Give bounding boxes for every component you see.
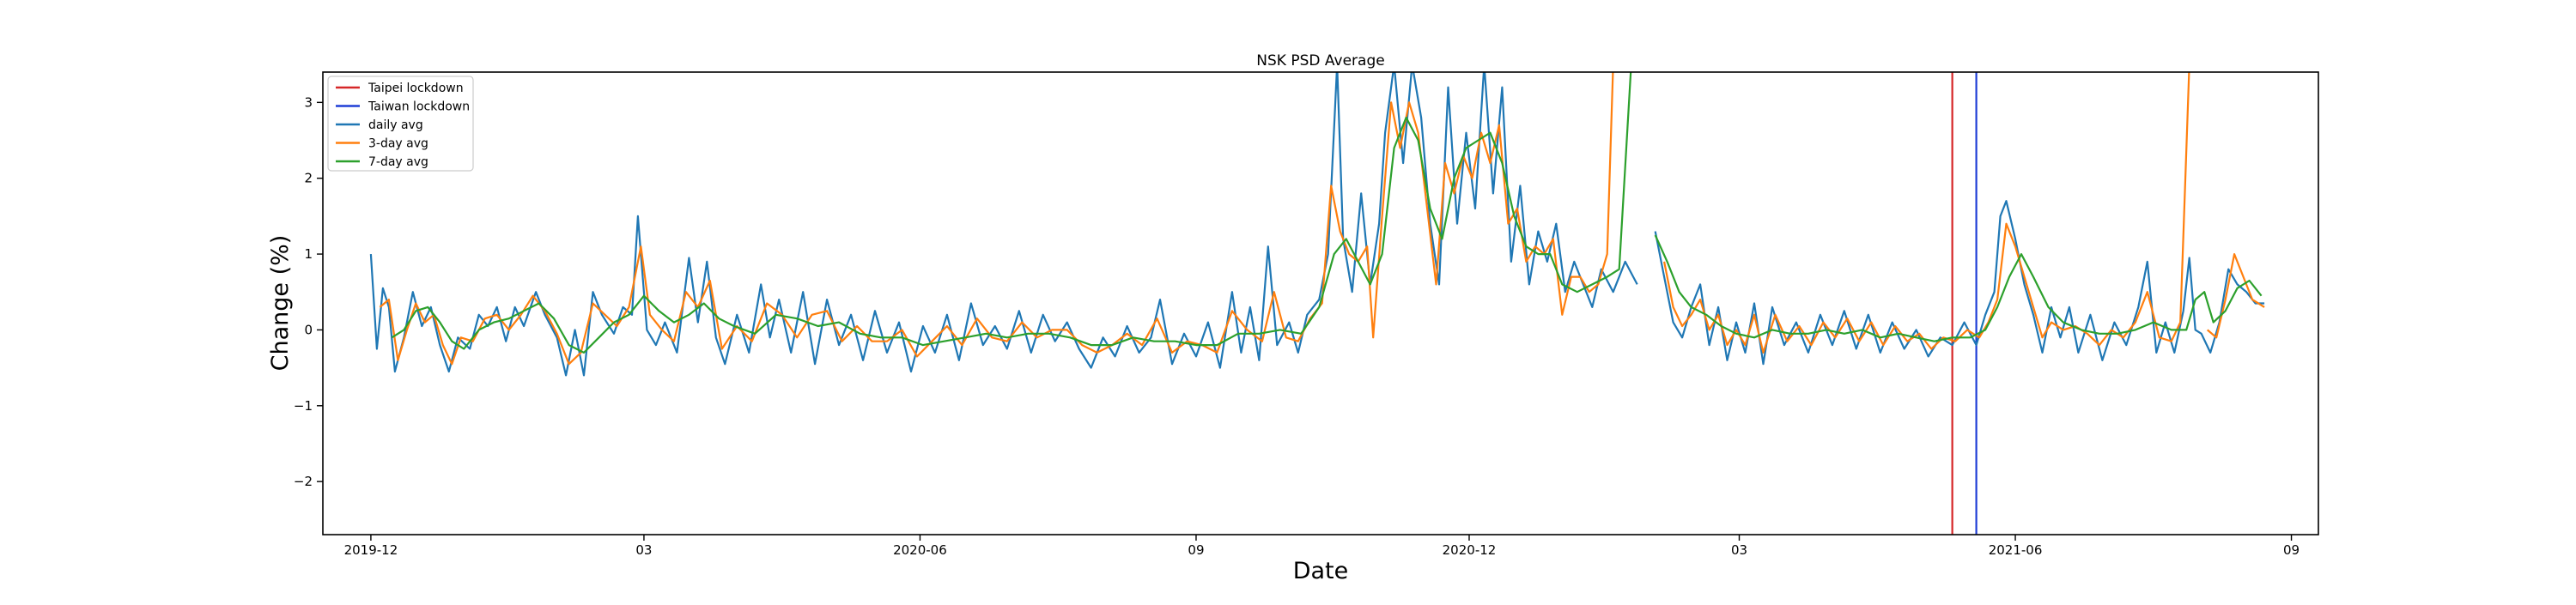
x-tick-label: 09: [2283, 542, 2300, 558]
legend-label-taiwan-lockdown: Taiwan lockdown: [368, 100, 470, 114]
legend-label-taipei-lockdown: Taipei lockdown: [368, 82, 464, 95]
x-axis-title: Date: [1293, 558, 1349, 584]
series-layer: [369, 72, 2265, 377]
y-tick-label: −2: [294, 474, 313, 489]
legend-label-daily-avg: daily avg: [368, 118, 423, 132]
7-day-avg-series-line: [391, 72, 2263, 354]
lockdown-lines: [1951, 72, 1978, 535]
y-tick-label: 3: [304, 94, 313, 110]
legend-label-7-day-avg: 7-day avg: [368, 155, 428, 169]
y-axis-title: Change (%): [267, 235, 294, 372]
legend-label-3-day-avg: 3-day avg: [368, 137, 428, 151]
x-tick-label: 03: [635, 542, 652, 558]
legend-box: [327, 76, 474, 172]
y-axis: −2 −1 0 1 2 3: [294, 94, 323, 489]
x-tick-label: 2019-12: [344, 542, 398, 558]
plot-frame: [322, 71, 2319, 535]
x-tick-label: 09: [1188, 542, 1204, 558]
x-tick-label: 03: [1731, 542, 1747, 558]
chart-title: NSK PSD Average: [1256, 52, 1384, 70]
y-tick-label: 1: [304, 246, 313, 262]
y-tick-label: 2: [304, 171, 313, 186]
y-tick-label: 0: [304, 322, 313, 337]
x-tick-label: 2020-12: [1443, 542, 1497, 558]
y-tick-label: −1: [294, 398, 313, 414]
x-tick-label: 2020-06: [893, 542, 947, 558]
x-tick-label: 2021-06: [1989, 542, 2043, 558]
legend: Taipei lockdown Taiwan lockdown daily avg 3…: [327, 76, 474, 172]
x-axis: 2019-12 03 2020-06 09 2020-12 03 2021-06 09: [344, 535, 2300, 558]
